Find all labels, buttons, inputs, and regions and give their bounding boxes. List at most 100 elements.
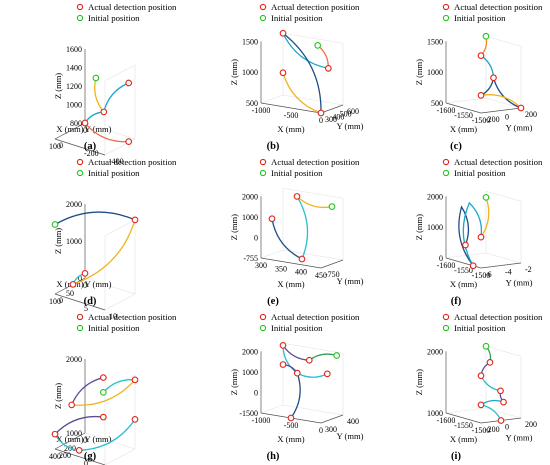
actual-position-marker: [99, 413, 107, 421]
z-tick-label: 1200: [66, 82, 82, 91]
actual-position-marker: [500, 398, 507, 406]
x-tick-label: -1550: [454, 421, 473, 430]
panel-caption: (f): [451, 296, 462, 307]
actual-position-marker: [469, 262, 477, 270]
z-tick-label: -1500: [239, 409, 258, 418]
y-tick-label: -750: [325, 270, 340, 279]
z-tick-label: 500: [246, 99, 258, 108]
actual-position-marker: [279, 361, 287, 368]
z-tick-label: 1000: [427, 409, 443, 418]
trajectory-series: [54, 211, 136, 226]
trajectory-series: [282, 32, 322, 114]
z-axis-label: Z (mm): [414, 59, 424, 85]
z-tick-label: 1000: [66, 100, 82, 109]
z-tick-label: 1000: [427, 223, 443, 232]
z-tick-label: 1500: [242, 37, 258, 46]
legend-initial-label: Initial position: [271, 13, 323, 23]
legend-actual-label: Actual detection position: [88, 312, 177, 322]
actual-position-marker: [75, 446, 83, 454]
legend-initial-label: Initial position: [88, 168, 140, 178]
y-axis-line: [320, 259, 344, 269]
x-tick-label: -1500: [472, 116, 491, 125]
y-tick-label: -6: [485, 270, 492, 279]
actual-position-marker: [81, 119, 89, 127]
legend-actual-marker: [442, 313, 450, 321]
x-axis-line: [54, 432, 86, 450]
y-axis-label: Y (mm): [337, 431, 364, 441]
legend-initial-label: Initial position: [454, 323, 506, 333]
legend-actual-label: Actual detection position: [271, 157, 360, 167]
x-axis-label: X (mm): [56, 124, 83, 134]
initial-position-marker: [92, 74, 100, 82]
x-tick-label: 400: [49, 452, 61, 461]
x-tick-label: -1600: [437, 416, 456, 425]
y-tick-label: 300: [325, 425, 337, 434]
y-axis-label: Y (mm): [85, 279, 112, 289]
x-tick-label: -1000: [252, 106, 271, 115]
actual-position-marker: [125, 138, 133, 145]
actual-position-marker: [490, 74, 497, 82]
y-axis-label: Y (mm): [506, 278, 533, 288]
z-tick-label: 800: [70, 119, 82, 128]
panel-caption: (h): [267, 451, 280, 462]
actual-position-marker: [477, 233, 485, 241]
x-axis-line: [54, 122, 86, 140]
legend-initial-marker: [442, 14, 450, 22]
y-axis-label: Y (mm): [506, 433, 533, 443]
legend-actual-label: Actual detection position: [88, 2, 177, 12]
actual-position-marker: [279, 342, 287, 349]
z-tick-label: 1000: [66, 237, 82, 246]
z-tick-label: 1000: [427, 68, 443, 77]
panel-caption: (c): [450, 141, 462, 152]
actual-position-marker: [462, 241, 469, 249]
z-tick-label: 2000: [242, 347, 258, 356]
y-tick-label: 0: [505, 113, 509, 122]
trajectory-series: [480, 399, 504, 406]
z-tick-label: 2000: [66, 200, 82, 209]
x-axis-label: X (mm): [450, 279, 477, 289]
x-tick-label: -1550: [454, 266, 473, 275]
legend-initial-label: Initial position: [454, 13, 506, 23]
z-tick-label: 0: [439, 254, 443, 263]
trajectory-series: [290, 372, 301, 419]
x-tick-label: 50: [66, 289, 74, 298]
back-grid-line: [282, 342, 344, 354]
y-axis-line: [54, 138, 106, 156]
x-axis-line: [445, 412, 482, 424]
trajectory-series: [71, 379, 136, 406]
legend-initial-marker: [442, 324, 450, 332]
actual-position-marker: [81, 270, 89, 277]
x-tick-label: 100: [49, 297, 61, 306]
actual-position-marker: [69, 281, 77, 288]
x-tick-label: 350: [275, 264, 287, 273]
x-tick-label: 0: [83, 436, 87, 445]
x-tick-label: 400: [295, 268, 307, 277]
legend-actual-marker: [442, 158, 450, 166]
legend-actual-label: Actual detection position: [454, 2, 543, 12]
y-tick-label: -400: [109, 157, 124, 166]
x-axis-label: X (mm): [277, 434, 304, 444]
x-tick-label: 300: [255, 261, 267, 270]
back-grid-line: [282, 187, 344, 199]
actual-position-marker: [99, 374, 107, 381]
legend-initial-marker: [259, 324, 267, 332]
y-tick-label: 0: [59, 296, 63, 305]
trajectory-series: [282, 32, 329, 69]
legend-initial-label: Initial position: [88, 323, 140, 333]
legend-actual-marker: [259, 313, 267, 321]
legend-actual-label: Actual detection position: [454, 312, 543, 322]
y-tick-label: 5: [84, 304, 88, 313]
legend-actual-marker: [259, 158, 267, 166]
z-axis-label: Z (mm): [53, 73, 63, 99]
z-tick-label: 1400: [66, 63, 82, 72]
trajectory-series: [480, 197, 490, 238]
y-tick-label: -200: [84, 149, 99, 158]
y-axis-label: Y (mm): [85, 434, 112, 444]
legend-actual-label: Actual detection position: [271, 2, 360, 12]
actual-position-marker: [100, 108, 108, 116]
legend-actual-marker: [76, 158, 84, 166]
x-tick-label: -1500: [472, 271, 491, 280]
